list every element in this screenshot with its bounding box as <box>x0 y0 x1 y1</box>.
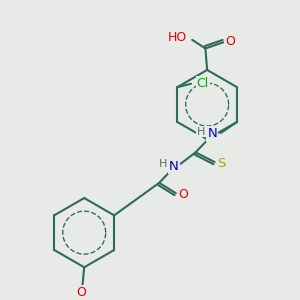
Text: HO: HO <box>168 31 187 44</box>
Text: O: O <box>225 35 235 48</box>
Text: H: H <box>197 127 205 136</box>
Text: S: S <box>217 157 226 170</box>
Text: O: O <box>178 188 188 201</box>
Text: H: H <box>158 159 167 169</box>
Text: O: O <box>76 286 86 299</box>
Text: N: N <box>169 160 178 173</box>
Text: Cl: Cl <box>196 77 209 90</box>
Text: N: N <box>207 128 217 140</box>
